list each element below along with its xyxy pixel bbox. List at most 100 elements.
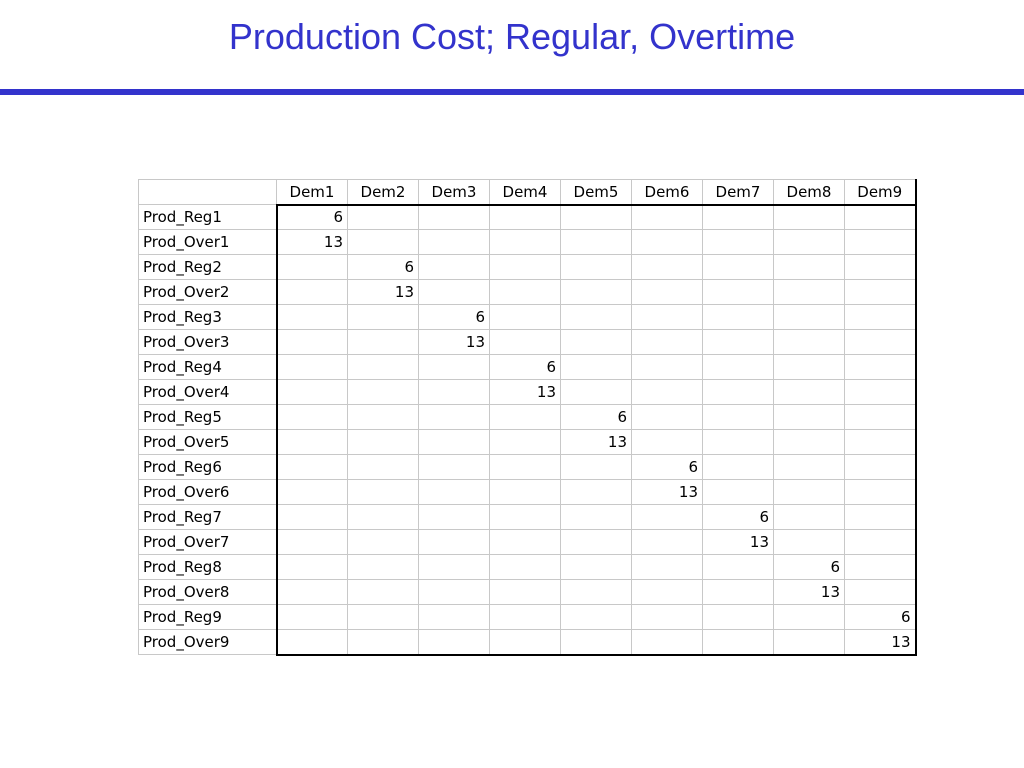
table-row: Prod_Reg1 6 (138, 204, 917, 230)
table-cell (276, 579, 348, 605)
row-header: Prod_Reg2 (138, 254, 278, 280)
column-header: Dem4 (489, 179, 561, 206)
table-cell (844, 354, 917, 380)
row-header: Prod_Reg5 (138, 404, 278, 430)
table-cell (489, 304, 561, 330)
table-cell (489, 279, 561, 305)
row-header: Prod_Reg8 (138, 554, 278, 580)
table-cell (489, 404, 561, 430)
table-cell (773, 354, 845, 380)
row-header: Prod_Reg4 (138, 354, 278, 380)
table-cell (489, 504, 561, 530)
table-cell (489, 429, 561, 455)
table-cell: 6 (702, 504, 774, 530)
table-cell (276, 379, 348, 405)
row-header: Prod_Over1 (138, 229, 278, 255)
table-cell (773, 454, 845, 480)
row-header: Prod_Over4 (138, 379, 278, 405)
title-underline (0, 89, 1024, 95)
table-cell (276, 279, 348, 305)
table-cell (702, 479, 774, 505)
table-cell (702, 579, 774, 605)
table-cell (631, 379, 703, 405)
table-cell (631, 604, 703, 630)
table-row: Prod_Reg4 6 (138, 354, 917, 380)
table-cell (844, 454, 917, 480)
table-cell (844, 329, 917, 355)
table-cell (702, 554, 774, 580)
table-cell (347, 629, 419, 656)
table-cell (773, 479, 845, 505)
table-cell (560, 479, 632, 505)
table-cell (489, 229, 561, 255)
table-cell (489, 629, 561, 656)
table-row: Prod_Over9 13 (138, 629, 917, 656)
table-cell (418, 479, 490, 505)
table-cell (844, 529, 917, 555)
table-cell: 13 (489, 379, 561, 405)
cost-table: Dem1 Dem2 Dem3 Dem4 Dem5 Dem6 Dem7 Dem8 … (138, 179, 917, 656)
table-cell (702, 229, 774, 255)
table-row: Prod_Reg6 6 (138, 454, 917, 480)
table-cell: 13 (773, 579, 845, 605)
table-cell (418, 604, 490, 630)
table-cell (631, 429, 703, 455)
row-header: Prod_Reg7 (138, 504, 278, 530)
table-cell (844, 254, 917, 280)
table-cell (773, 604, 845, 630)
table-cell (418, 279, 490, 305)
table-cell (773, 529, 845, 555)
column-header: Dem3 (418, 179, 490, 206)
table-cell (560, 579, 632, 605)
table-cell (489, 604, 561, 630)
table-cell (560, 354, 632, 380)
row-header: Prod_Over6 (138, 479, 278, 505)
row-header: Prod_Over3 (138, 329, 278, 355)
column-header: Dem6 (631, 179, 703, 206)
table-cell (276, 429, 348, 455)
table-cell (560, 279, 632, 305)
table-cell (773, 404, 845, 430)
row-header: Prod_Reg1 (138, 204, 278, 230)
table-cell (844, 554, 917, 580)
table-cell (276, 604, 348, 630)
table-cell (347, 579, 419, 605)
table-cell (560, 254, 632, 280)
table-cell (631, 354, 703, 380)
table-cell (347, 379, 419, 405)
table-cell (489, 479, 561, 505)
table-cell: 13 (347, 279, 419, 305)
table-header-row: Dem1 Dem2 Dem3 Dem4 Dem5 Dem6 Dem7 Dem8 … (138, 179, 917, 206)
table-cell: 6 (489, 354, 561, 380)
table-row: Prod_Reg2 6 (138, 254, 917, 280)
table-cell (773, 254, 845, 280)
column-header: Dem7 (702, 179, 774, 206)
table-row: Prod_Over2 13 (138, 279, 917, 305)
table-cell: 13 (631, 479, 703, 505)
table-cell (844, 279, 917, 305)
table-cell (276, 504, 348, 530)
table-cell (418, 204, 490, 230)
row-header: Prod_Over2 (138, 279, 278, 305)
table-row: Prod_Reg8 6 (138, 554, 917, 580)
table-cell (702, 279, 774, 305)
table-cell (702, 354, 774, 380)
column-header: Dem1 (276, 179, 348, 206)
table-cell: 13 (418, 329, 490, 355)
table-cell (702, 304, 774, 330)
table-cell (418, 354, 490, 380)
table-cell (560, 379, 632, 405)
table-cell (773, 279, 845, 305)
table-cell (276, 529, 348, 555)
table-cell (418, 579, 490, 605)
table-cell (560, 604, 632, 630)
table-cell (702, 454, 774, 480)
table-row: Prod_Over8 13 (138, 579, 917, 605)
table-cell (418, 404, 490, 430)
table-cell (560, 329, 632, 355)
table-cell (773, 304, 845, 330)
table-cell (773, 204, 845, 230)
table-cell (702, 329, 774, 355)
table-cell (773, 329, 845, 355)
table-cell (773, 629, 845, 656)
